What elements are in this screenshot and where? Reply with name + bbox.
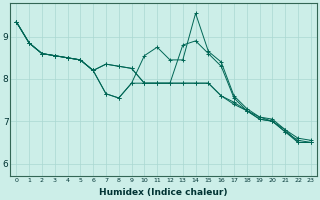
X-axis label: Humidex (Indice chaleur): Humidex (Indice chaleur) xyxy=(99,188,228,197)
